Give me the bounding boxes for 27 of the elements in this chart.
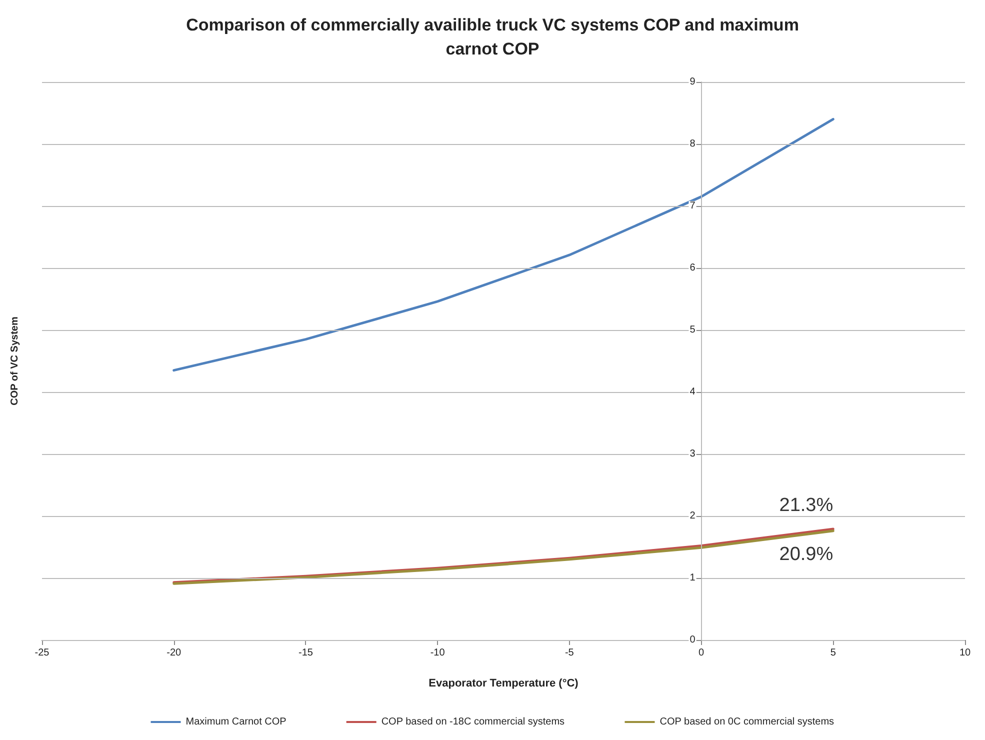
legend-label: COP based on 0C commercial systems (660, 716, 834, 728)
y-tick-label: 4 (690, 386, 696, 398)
x-tick-label: -20 (166, 648, 182, 658)
legend-label: COP based on -18C commercial systems (381, 716, 565, 728)
legend-label: Maximum Carnot COP (186, 716, 287, 728)
annotation: 21.3% (779, 495, 834, 516)
x-tick-label: -15 (298, 648, 314, 658)
x-tick-label: 5 (830, 648, 836, 658)
y-tick-label: 2 (690, 510, 696, 522)
y-tick-label: 3 (690, 448, 696, 460)
y-tick-label: 0 (690, 634, 696, 646)
y-tick-label: 6 (690, 262, 696, 274)
x-tick-label: -25 (34, 648, 50, 658)
annotation: 20.9% (779, 544, 834, 565)
y-axis-title: COP of VC System (10, 316, 20, 406)
x-tick-label: -5 (564, 648, 574, 658)
x-tick-label: 10 (959, 648, 971, 658)
x-axis-title: Evaporator Temperature (°C) (428, 678, 579, 690)
x-tick-label: 0 (698, 648, 705, 658)
y-tick-label: 7 (690, 200, 696, 212)
chart-title: Comparison of commercially availible truck VC systems COP and maximum carnot COP (186, 16, 799, 58)
line-series (172, 118, 834, 372)
y-tick-label: 1 (690, 572, 696, 584)
y-tick-label: 8 (690, 138, 696, 150)
x-tick-label: -10 (430, 648, 446, 658)
y-tick-label: 9 (690, 76, 696, 88)
y-tick-label: 5 (690, 324, 696, 336)
